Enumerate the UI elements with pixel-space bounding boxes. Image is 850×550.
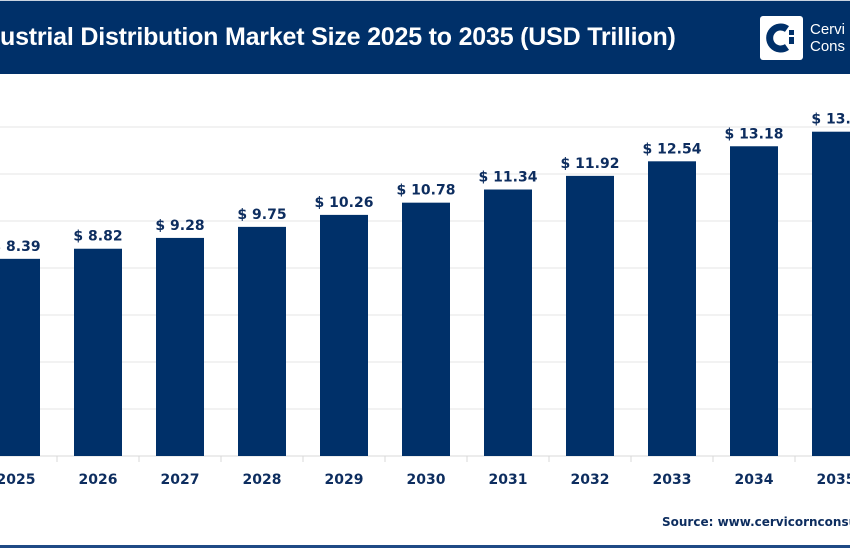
data-label: $ 13.8 (811, 112, 850, 128)
x-tick-label: 2032 (571, 472, 610, 488)
chart-title: ustrial Distribution Market Size 2025 to… (0, 23, 676, 51)
bar (730, 146, 778, 456)
bar (0, 258, 40, 456)
data-label: $ 12.54 (643, 141, 702, 157)
data-label: $ 13.18 (725, 126, 784, 142)
x-tick-label: 2034 (735, 472, 774, 488)
x-tick-label: 2025 (0, 472, 35, 488)
data-label: $ 10.26 (315, 195, 374, 211)
x-tick-label: 2026 (79, 472, 118, 488)
x-tick-label: 2031 (489, 472, 528, 488)
data-label: $ 9.75 (237, 207, 286, 223)
data-label: $ 8.39 (0, 239, 41, 255)
bar (402, 202, 450, 456)
data-label: $ 9.28 (155, 218, 204, 234)
x-tick-label: 2029 (325, 472, 364, 488)
bar (320, 214, 368, 456)
logo-line-1: Cervi (810, 21, 846, 38)
bar (74, 248, 122, 456)
source-note: Source: www.cervicornconsultin (662, 515, 850, 529)
logo-text: Cervi Cons (810, 21, 845, 55)
bar (156, 237, 204, 456)
x-tick-label: 2030 (407, 472, 446, 488)
x-tick-label: 2035 (817, 472, 850, 488)
bar (238, 226, 286, 456)
x-tick-label: 2028 (243, 472, 282, 488)
bar (812, 131, 850, 456)
title-banner: ustrial Distribution Market Size 2025 to… (0, 0, 850, 74)
x-tick-label: 2033 (653, 472, 692, 488)
bar (648, 161, 696, 456)
bar (566, 175, 614, 456)
bottom-divider (0, 545, 850, 548)
x-tick-label: 2027 (161, 472, 200, 488)
data-label: $ 11.34 (479, 170, 538, 186)
cervicorn-logo-icon (760, 16, 803, 60)
bar (484, 189, 532, 456)
data-label: $ 8.82 (73, 229, 122, 245)
data-label: $ 10.78 (397, 183, 456, 199)
data-label: $ 11.92 (561, 156, 620, 172)
logo-line-2: Cons (810, 38, 846, 55)
